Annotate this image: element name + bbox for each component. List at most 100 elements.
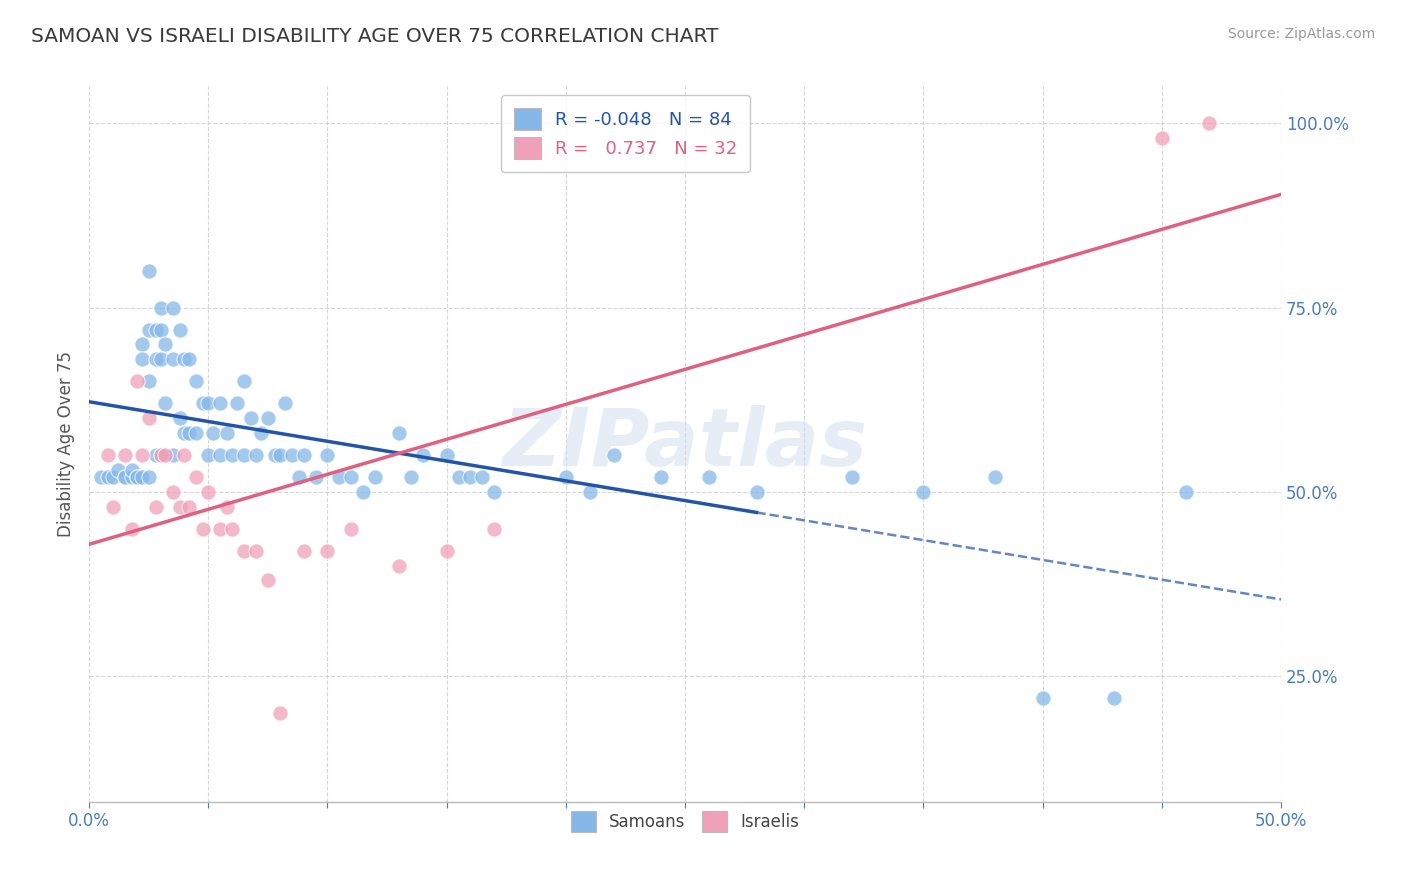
- Point: [121, 470, 143, 484]
- Point: [138, 323, 160, 337]
- Point: [352, 484, 374, 499]
- Point: [179, 500, 201, 514]
- Point: [328, 470, 350, 484]
- Point: [169, 411, 191, 425]
- Point: [114, 470, 136, 484]
- Point: [114, 448, 136, 462]
- Point: [697, 470, 720, 484]
- Point: [1150, 131, 1173, 145]
- Point: [217, 500, 239, 514]
- Point: [155, 396, 177, 410]
- Point: [1198, 116, 1220, 130]
- Point: [340, 522, 363, 536]
- Point: [245, 448, 267, 462]
- Point: [447, 470, 470, 484]
- Point: [316, 544, 339, 558]
- Point: [101, 470, 124, 484]
- Point: [121, 522, 143, 536]
- Point: [221, 448, 243, 462]
- Point: [233, 374, 256, 388]
- Point: [162, 484, 184, 499]
- Point: [179, 425, 201, 440]
- Point: [280, 448, 302, 462]
- Legend: Samoans, Israelis: Samoans, Israelis: [560, 799, 811, 843]
- Point: [484, 484, 506, 499]
- Point: [209, 448, 232, 462]
- Point: [240, 411, 263, 425]
- Point: [173, 352, 195, 367]
- Point: [399, 470, 422, 484]
- Point: [292, 448, 315, 462]
- Point: [388, 558, 411, 573]
- Point: [197, 396, 219, 410]
- Point: [131, 352, 153, 367]
- Point: [149, 301, 172, 315]
- Point: [745, 484, 768, 499]
- Point: [471, 470, 494, 484]
- Point: [1174, 484, 1197, 499]
- Point: [233, 448, 256, 462]
- Point: [1102, 691, 1125, 706]
- Point: [602, 448, 624, 462]
- Point: [101, 500, 124, 514]
- Point: [273, 396, 295, 410]
- Point: [436, 544, 458, 558]
- Point: [149, 352, 172, 367]
- Point: [554, 470, 576, 484]
- Point: [149, 323, 172, 337]
- Point: [269, 448, 291, 462]
- Point: [138, 411, 160, 425]
- Text: SAMOAN VS ISRAELI DISABILITY AGE OVER 75 CORRELATION CHART: SAMOAN VS ISRAELI DISABILITY AGE OVER 75…: [31, 27, 718, 45]
- Point: [364, 470, 387, 484]
- Point: [209, 522, 232, 536]
- Point: [221, 522, 243, 536]
- Point: [173, 448, 195, 462]
- Point: [121, 463, 143, 477]
- Point: [145, 352, 167, 367]
- Point: [460, 470, 482, 484]
- Point: [125, 470, 148, 484]
- Point: [257, 411, 280, 425]
- Point: [131, 470, 153, 484]
- Point: [257, 574, 280, 588]
- Point: [249, 425, 271, 440]
- Point: [97, 448, 120, 462]
- Point: [145, 448, 167, 462]
- Point: [162, 301, 184, 315]
- Point: [149, 448, 172, 462]
- Point: [233, 544, 256, 558]
- Point: [841, 470, 863, 484]
- Point: [1032, 691, 1054, 706]
- Point: [245, 544, 267, 558]
- Point: [186, 425, 208, 440]
- Point: [197, 484, 219, 499]
- Point: [209, 396, 232, 410]
- Point: [107, 463, 129, 477]
- Point: [138, 374, 160, 388]
- Point: [912, 484, 935, 499]
- Point: [145, 323, 167, 337]
- Point: [412, 448, 434, 462]
- Point: [388, 425, 411, 440]
- Point: [173, 425, 195, 440]
- Point: [340, 470, 363, 484]
- Point: [155, 448, 177, 462]
- Point: [125, 470, 148, 484]
- Text: Source: ZipAtlas.com: Source: ZipAtlas.com: [1227, 27, 1375, 41]
- Point: [984, 470, 1007, 484]
- Point: [145, 500, 167, 514]
- Y-axis label: Disability Age Over 75: Disability Age Over 75: [58, 351, 75, 537]
- Point: [292, 544, 315, 558]
- Point: [225, 396, 247, 410]
- Point: [125, 374, 148, 388]
- Point: [436, 448, 458, 462]
- Point: [131, 448, 153, 462]
- Point: [304, 470, 326, 484]
- Point: [186, 470, 208, 484]
- Point: [578, 484, 600, 499]
- Point: [179, 352, 201, 367]
- Point: [169, 323, 191, 337]
- Point: [269, 706, 291, 720]
- Point: [197, 448, 219, 462]
- Point: [316, 448, 339, 462]
